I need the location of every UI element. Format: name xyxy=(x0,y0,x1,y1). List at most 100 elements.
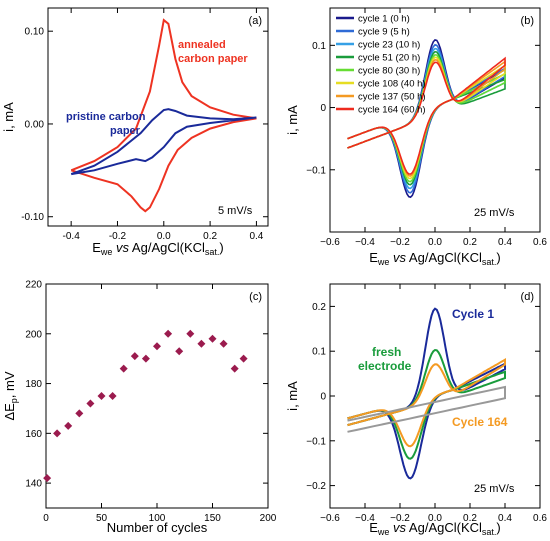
x-tick-label: 0.6 xyxy=(533,513,547,524)
legend-entry: cycle 23 (10 h) xyxy=(358,40,420,51)
x-tick-label: 0 xyxy=(43,513,49,524)
data-point xyxy=(130,352,139,361)
x-axis-label: Ewe vs Ag/AgCl(KClsat.) xyxy=(92,240,224,257)
y-tick-label: −0.1 xyxy=(306,436,326,447)
panel-label: (c) xyxy=(249,291,262,303)
x-tick-label: 0.2 xyxy=(463,237,477,248)
x-tick-label: 0.0 xyxy=(428,513,442,524)
data-point xyxy=(239,354,248,363)
x-tick-label: -0.2 xyxy=(109,231,127,242)
cycle-series-line xyxy=(347,56,506,175)
data-point xyxy=(141,354,150,363)
scan-rate-label: 25 mV/s xyxy=(474,207,515,219)
x-tick-label: 0.6 xyxy=(533,237,547,248)
data-point xyxy=(75,409,84,418)
data-point xyxy=(230,364,239,373)
panel-b: −0.6 −0.4 −0.2 0.0 0.2 0.4 0.6 −0.1 0 0.1 (b) cycle… xyxy=(285,7,547,267)
y-tick-label: 180 xyxy=(25,379,42,390)
y-tick-label: 0 xyxy=(320,103,326,114)
annotation-cycle-164: Cycle 164 xyxy=(452,415,508,429)
panel-label: (b) xyxy=(521,15,534,27)
annotation-electrode: electrode xyxy=(358,359,412,373)
data-point xyxy=(64,421,73,430)
plot-frame xyxy=(329,283,541,509)
y-axis-label: ΔEp, mV xyxy=(2,371,19,420)
scan-rate-label: 5 mV/s xyxy=(218,205,253,217)
panel-a: -0.4 -0.2 0.0 0.2 0.4 -0.10 0.00 0.10 (a) anneale… xyxy=(1,7,269,257)
legend-entry: cycle 51 (20 h) xyxy=(358,53,420,64)
x-tick-label: 0.4 xyxy=(498,513,512,524)
x-tick-label: 150 xyxy=(204,513,221,524)
data-point xyxy=(186,329,195,338)
data-point xyxy=(197,339,206,348)
x-axis-label: Number of cycles xyxy=(107,520,208,535)
annotation-fresh: fresh xyxy=(372,345,401,359)
annotation-pristine: pristine carbon xyxy=(66,111,146,123)
y-axis-label: i, mA xyxy=(285,381,300,411)
data-point xyxy=(119,364,128,373)
legend-entry: cycle 9 (5 h) xyxy=(358,27,410,38)
x-tick-label: 0.0 xyxy=(428,237,442,248)
legend-entry: cycle 164 (60 h) xyxy=(358,105,426,116)
y-tick-label: 220 xyxy=(25,280,42,291)
y-tick-label: 0 xyxy=(320,392,326,403)
panel-label: (d) xyxy=(521,291,534,303)
panel-label: (a) xyxy=(249,15,262,27)
y-tick-label: 0.10 xyxy=(25,27,45,38)
annotation-carbon-paper: carbon paper xyxy=(178,53,248,65)
legend-entry: cycle 80 (30 h) xyxy=(358,66,420,77)
cv-series-line xyxy=(347,357,506,448)
x-tick-label: −0.6 xyxy=(320,513,340,524)
annotation-annealed: annealed xyxy=(178,39,226,51)
x-tick-label: 50 xyxy=(96,513,108,524)
x-tick-label: −0.2 xyxy=(390,237,410,248)
x-tick-label: 0.0 xyxy=(157,231,171,242)
y-tick-label: 0.1 xyxy=(312,41,326,52)
y-tick-label: -0.10 xyxy=(21,212,44,223)
y-axis-label: i, mA xyxy=(1,102,16,132)
scan-rate-label: 25 mV/s xyxy=(474,483,515,495)
plot-frame xyxy=(47,7,269,227)
data-point xyxy=(175,347,184,356)
plot-frame xyxy=(45,283,269,509)
x-tick-label: -0.4 xyxy=(63,231,81,242)
x-tick-label: 0.2 xyxy=(203,231,217,242)
x-axis-label: Ewe vs Ag/AgCl(KClsat.) xyxy=(369,250,501,267)
data-point xyxy=(108,392,117,400)
pristine-series-line xyxy=(70,108,257,176)
x-tick-label: −0.2 xyxy=(390,513,410,524)
legend-entry: cycle 1 (0 h) xyxy=(358,14,410,25)
y-tick-label: 0.1 xyxy=(312,347,326,358)
data-point xyxy=(219,339,228,348)
y-tick-label: 160 xyxy=(25,429,42,440)
background-series-line xyxy=(347,385,506,433)
annotation-paper: paper xyxy=(110,125,141,137)
cv-series-line xyxy=(347,307,506,480)
legend-entry: cycle 137 (50 h) xyxy=(358,92,426,103)
x-tick-label: 0.4 xyxy=(249,231,263,242)
panel-d: −0.6 −0.4 −0.2 0.0 0.2 0.4 0.6 −0.2 −0.1 0 0.1 0.2 (… xyxy=(285,283,547,537)
x-tick-label: 100 xyxy=(149,513,166,524)
x-tick-label: −0.4 xyxy=(355,237,375,248)
data-point xyxy=(164,329,173,338)
data-point xyxy=(43,474,52,483)
x-tick-label: 0.2 xyxy=(463,513,477,524)
y-tick-label: −0.2 xyxy=(306,481,326,492)
y-axis-label: i, mA xyxy=(285,105,300,135)
x-axis-label: Ewe vs Ag/AgCl(KClsat.) xyxy=(369,520,501,537)
y-tick-label: 0.2 xyxy=(312,302,326,313)
y-tick-label: 140 xyxy=(25,479,42,490)
legend-entry: cycle 108 (40 h) xyxy=(358,79,426,90)
x-tick-label: 200 xyxy=(260,513,277,524)
y-tick-label: 0.00 xyxy=(25,119,45,130)
data-point xyxy=(53,429,62,438)
y-tick-label: 200 xyxy=(25,329,42,340)
x-tick-label: −0.6 xyxy=(320,237,340,248)
x-tick-label: −0.4 xyxy=(355,513,375,524)
y-tick-label: −0.1 xyxy=(306,165,326,176)
data-point xyxy=(153,342,161,351)
annotation-cycle-1: Cycle 1 xyxy=(452,307,494,321)
x-tick-label: 0.4 xyxy=(498,237,512,248)
data-point xyxy=(86,399,95,408)
